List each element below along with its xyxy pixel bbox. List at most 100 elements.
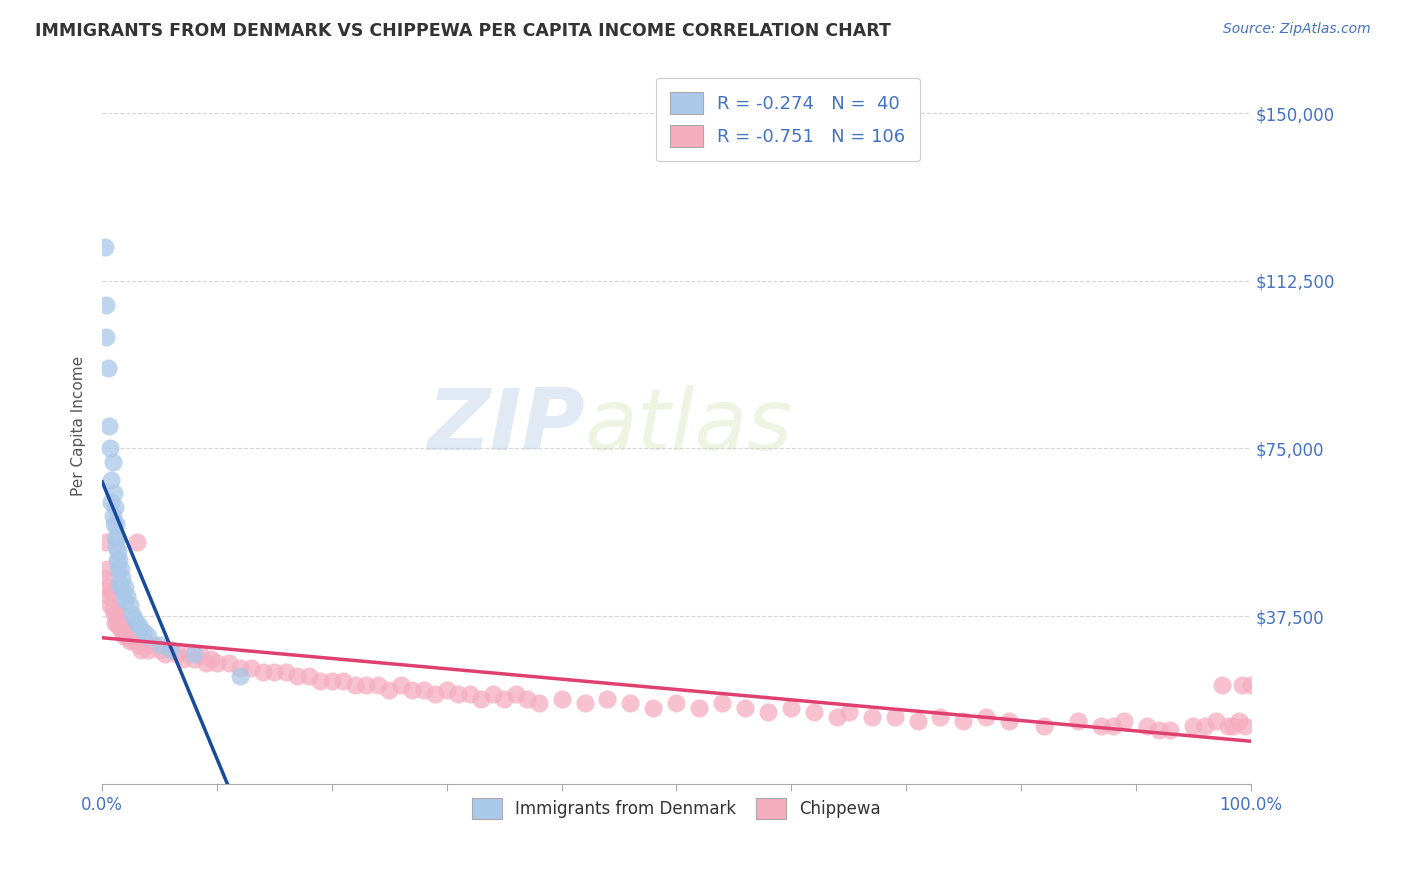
Point: [229, 669, 252, 683]
Point: [118, 598, 141, 612]
Point: [104, 602, 127, 616]
Point: [194, 656, 217, 670]
Point: [470, 691, 492, 706]
Point: [117, 629, 139, 643]
Point: [114, 593, 136, 607]
Point: [135, 638, 157, 652]
Point: [240, 660, 263, 674]
Point: [104, 615, 127, 630]
Point: [110, 580, 132, 594]
Point: [1159, 723, 1181, 737]
Point: [825, 709, 848, 723]
Point: [136, 642, 159, 657]
Point: [93, 571, 115, 585]
Point: [425, 687, 447, 701]
Point: [96, 562, 118, 576]
Point: [1182, 718, 1205, 732]
Point: [111, 571, 134, 585]
Point: [108, 575, 131, 590]
Point: [98, 589, 121, 603]
Point: [756, 705, 779, 719]
Point: [1090, 718, 1112, 732]
Point: [128, 638, 150, 652]
Point: [1222, 718, 1244, 732]
Point: [952, 714, 974, 728]
Point: [107, 611, 129, 625]
Point: [860, 709, 883, 723]
Point: [101, 455, 124, 469]
Point: [183, 651, 205, 665]
Point: [332, 673, 354, 688]
Point: [160, 642, 183, 657]
Point: [183, 647, 205, 661]
Point: [596, 691, 619, 706]
Point: [252, 665, 274, 679]
Point: [436, 682, 458, 697]
Point: [129, 642, 152, 657]
Point: [97, 580, 120, 594]
Point: [114, 580, 136, 594]
Point: [321, 673, 343, 688]
Point: [447, 687, 470, 701]
Point: [1147, 723, 1170, 737]
Point: [107, 544, 129, 558]
Point: [111, 620, 134, 634]
Point: [94, 298, 117, 312]
Point: [104, 540, 127, 554]
Point: [688, 700, 710, 714]
Point: [298, 669, 321, 683]
Point: [110, 615, 132, 630]
Point: [172, 651, 194, 665]
Point: [101, 508, 124, 523]
Point: [1211, 678, 1233, 692]
Point: [149, 638, 172, 652]
Point: [188, 647, 211, 661]
Point: [105, 531, 128, 545]
Point: [619, 696, 641, 710]
Point: [907, 714, 929, 728]
Point: [711, 696, 734, 710]
Point: [200, 651, 222, 665]
Point: [205, 656, 228, 670]
Point: [149, 642, 172, 657]
Point: [160, 642, 183, 657]
Point: [505, 687, 527, 701]
Point: [121, 629, 143, 643]
Point: [112, 629, 135, 643]
Y-axis label: Per Capita Income: Per Capita Income: [72, 356, 86, 496]
Point: [1136, 718, 1159, 732]
Point: [100, 473, 122, 487]
Point: [263, 665, 285, 679]
Point: [516, 691, 538, 706]
Point: [103, 517, 125, 532]
Point: [1032, 718, 1054, 732]
Point: [412, 682, 434, 697]
Point: [129, 620, 152, 634]
Text: IMMIGRANTS FROM DENMARK VS CHIPPEWA PER CAPITA INCOME CORRELATION CHART: IMMIGRANTS FROM DENMARK VS CHIPPEWA PER …: [35, 22, 891, 40]
Point: [1233, 718, 1256, 732]
Point: [108, 553, 131, 567]
Point: [98, 442, 121, 456]
Point: [100, 495, 122, 509]
Point: [1216, 718, 1239, 732]
Point: [367, 678, 389, 692]
Point: [107, 562, 129, 576]
Point: [976, 709, 998, 723]
Point: [550, 691, 572, 706]
Point: [103, 486, 125, 500]
Point: [177, 647, 200, 661]
Point: [125, 615, 148, 630]
Point: [803, 705, 825, 719]
Text: atlas: atlas: [585, 384, 793, 467]
Point: [229, 660, 252, 674]
Point: [401, 682, 423, 697]
Point: [132, 624, 155, 639]
Point: [104, 531, 127, 545]
Text: Source: ZipAtlas.com: Source: ZipAtlas.com: [1223, 22, 1371, 37]
Point: [105, 553, 128, 567]
Point: [124, 633, 146, 648]
Point: [665, 696, 688, 710]
Point: [734, 700, 756, 714]
Point: [155, 647, 177, 661]
Point: [218, 656, 240, 670]
